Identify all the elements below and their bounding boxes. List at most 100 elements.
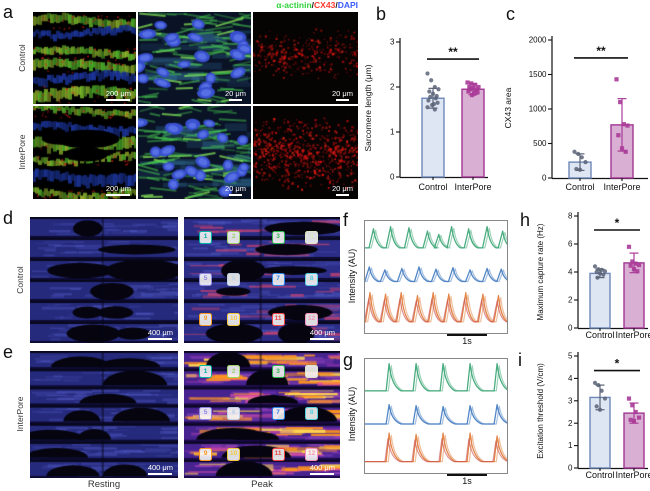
svg-text:8: 8 bbox=[568, 212, 573, 221]
time-scale-bar bbox=[447, 474, 487, 476]
svg-text:2: 2 bbox=[568, 419, 573, 428]
excitation-threshold-bar-chart: 0 1 2 3 4 5 Control InterPore * bbox=[568, 352, 650, 480]
scale-bar bbox=[310, 473, 335, 475]
roi-marker-10: 10 bbox=[227, 447, 241, 461]
panel-f-y-axis-label: Intensity (AU) bbox=[347, 248, 357, 304]
roi-marker-10: 10 bbox=[227, 313, 241, 327]
svg-text:0: 0 bbox=[390, 173, 395, 182]
micrograph-interpore-merged-zoom: 20 μm bbox=[138, 106, 251, 199]
roi-marker-9: 9 bbox=[199, 313, 213, 327]
svg-text:1: 1 bbox=[390, 128, 395, 137]
svg-text:InterPore: InterPore bbox=[615, 330, 650, 340]
roi-marker-2: 2 bbox=[227, 231, 241, 245]
panel-h-y-axis-label: Maximum capture rate (Hz) bbox=[536, 223, 545, 321]
svg-text:500: 500 bbox=[533, 139, 547, 148]
panel-a-label: a bbox=[3, 2, 14, 22]
roi-marker-1: 1 bbox=[199, 231, 213, 245]
panel-g-label: g bbox=[343, 350, 354, 370]
column-label-resting: Resting bbox=[87, 479, 121, 490]
scale-bar-label: 20 μm bbox=[332, 184, 353, 193]
scale-bar bbox=[148, 338, 173, 340]
roi-marker-6: 6 bbox=[227, 272, 241, 286]
panel-a-row-interpore-label: InterPore bbox=[17, 134, 27, 170]
roi-marker-2: 2 bbox=[227, 365, 241, 379]
roi-marker-7: 7 bbox=[271, 272, 285, 286]
scale-bar-label: 400 μm bbox=[147, 463, 173, 472]
panel-c-y-axis-label: CX43 area bbox=[503, 87, 513, 129]
svg-text:4: 4 bbox=[568, 268, 573, 277]
scale-bar bbox=[106, 99, 131, 101]
micrograph-interpore-merged-lowmag: 200 μm bbox=[33, 106, 136, 199]
svg-text:1: 1 bbox=[568, 441, 573, 450]
scale-bar bbox=[310, 338, 335, 340]
scale-bar bbox=[106, 194, 131, 196]
svg-text:**: ** bbox=[448, 45, 458, 59]
scale-bar bbox=[336, 194, 349, 196]
maximum-capture-rate-bar-chart: 0 2 4 6 8 Control InterPore * bbox=[568, 212, 650, 340]
scale-bar bbox=[336, 99, 349, 101]
micrograph-control-cx43-channel: 20 μm bbox=[253, 12, 358, 104]
svg-text:Control: Control bbox=[565, 182, 594, 192]
panel-c-label: c bbox=[506, 4, 515, 24]
column-label-peak: Peak bbox=[251, 479, 273, 490]
svg-text:InterPore: InterPore bbox=[615, 470, 650, 480]
panel-b-label: b bbox=[376, 4, 387, 24]
roi-marker-4: 4 bbox=[305, 365, 319, 379]
roi-marker-12: 12 bbox=[305, 447, 319, 461]
roi-marker-1: 1 bbox=[199, 365, 213, 379]
svg-text:6: 6 bbox=[568, 240, 573, 249]
scale-bar bbox=[229, 99, 242, 101]
roi-marker-11: 11 bbox=[271, 447, 285, 461]
roi-marker-9: 9 bbox=[199, 447, 213, 461]
panel-d-label: d bbox=[3, 208, 14, 228]
svg-text:Control: Control bbox=[585, 330, 614, 340]
panel-i-y-axis-label: Excitation threshold (V/cm) bbox=[536, 363, 545, 459]
scale-bar-label: 20 μm bbox=[225, 89, 246, 98]
panel-g-y-axis-label: Intensity (AU) bbox=[347, 386, 357, 442]
interpore-intensity-traces bbox=[364, 358, 508, 474]
roi-marker-3: 3 bbox=[271, 365, 285, 379]
panel-f-time-scale: 1s bbox=[447, 334, 487, 346]
panel-e-label: e bbox=[3, 342, 14, 362]
roi-marker-5: 5 bbox=[199, 272, 213, 286]
svg-text:Control: Control bbox=[585, 470, 614, 480]
scale-bar-label: 200 μm bbox=[105, 184, 131, 193]
svg-text:Control: Control bbox=[418, 182, 447, 192]
time-scale-bar bbox=[447, 334, 487, 336]
micrograph-control-resting: 400 μm bbox=[30, 217, 178, 343]
svg-text:4: 4 bbox=[568, 374, 573, 383]
scale-bar-label: 400 μm bbox=[309, 463, 335, 472]
control-intensity-traces bbox=[364, 220, 508, 334]
panel-b-y-axis-label: Sarcomere length (μm) bbox=[363, 64, 373, 152]
panel-e-row-interpore-label: InterPore bbox=[15, 396, 25, 432]
svg-text:1500: 1500 bbox=[529, 70, 547, 79]
micrograph-interpore-resting: 400 μm bbox=[30, 351, 178, 478]
svg-text:InterPore: InterPore bbox=[454, 182, 491, 192]
roi-marker-11: 11 bbox=[271, 313, 285, 327]
panel-i-label: i bbox=[518, 350, 522, 370]
panel-f-label: f bbox=[343, 210, 349, 230]
micrograph-control-merged-lowmag: 200 μm bbox=[33, 12, 136, 104]
panel-g-time-scale: 1s bbox=[447, 474, 487, 486]
scale-bar-label: 200 μm bbox=[105, 89, 131, 98]
sarcomere-length-bar-chart: 0 1 2 3 Control InterPore ** bbox=[390, 38, 491, 192]
svg-text:0: 0 bbox=[542, 174, 547, 183]
svg-text:2: 2 bbox=[568, 296, 573, 305]
scale-bar-label: 20 μm bbox=[225, 184, 246, 193]
roi-marker-4: 4 bbox=[305, 231, 319, 245]
svg-text:0: 0 bbox=[568, 324, 573, 333]
roi-marker-3: 3 bbox=[271, 231, 285, 245]
scale-bar bbox=[148, 473, 173, 475]
svg-text:2: 2 bbox=[390, 83, 395, 92]
roi-marker-6: 6 bbox=[227, 407, 241, 421]
roi-marker-5: 5 bbox=[199, 407, 213, 421]
svg-text:*: * bbox=[615, 357, 620, 371]
svg-text:3: 3 bbox=[390, 38, 395, 47]
svg-text:*: * bbox=[615, 216, 620, 230]
roi-marker-8: 8 bbox=[305, 407, 319, 421]
svg-text:5: 5 bbox=[568, 352, 573, 361]
scale-bar-label: 20 μm bbox=[332, 89, 353, 98]
panel-d-row-control-label: Control bbox=[15, 266, 25, 294]
time-scale-label: 1s bbox=[462, 336, 472, 346]
svg-text:0: 0 bbox=[568, 464, 573, 473]
